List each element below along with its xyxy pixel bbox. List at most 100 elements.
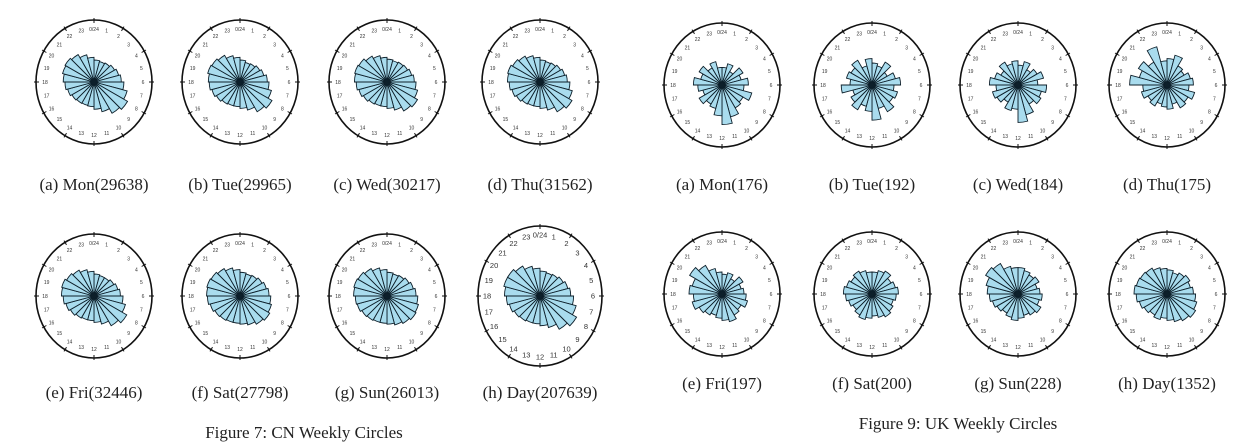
hour-label: 19 <box>1117 69 1123 75</box>
rose-wedge <box>87 56 95 83</box>
hour-tick <box>267 346 271 352</box>
hour-label: 4 <box>1059 56 1062 62</box>
hour-label: 21 <box>981 45 987 51</box>
rose-wedge <box>1160 60 1168 86</box>
hour-label: 12 <box>1164 345 1170 351</box>
hour-label: 8 <box>763 318 766 324</box>
rose-wedge <box>1145 267 1168 295</box>
hour-tick <box>41 263 47 267</box>
hour-label: 12 <box>237 347 243 353</box>
hour-label: 4 <box>763 265 766 271</box>
hour-tick <box>334 111 340 115</box>
hour-tick <box>1214 114 1220 118</box>
hour-label: 22 <box>360 34 366 40</box>
center-dot <box>1164 291 1170 297</box>
hour-tick <box>1136 238 1140 244</box>
hour-label: 0/24 <box>382 27 392 33</box>
rose-wedge <box>1166 77 1194 86</box>
rose-wedge <box>363 267 388 297</box>
hour-label: 20 <box>49 267 55 273</box>
hour-label: 8 <box>1208 318 1211 324</box>
rose-wedge <box>1166 293 1175 321</box>
hour-label: 14 <box>845 338 851 344</box>
rose-wedge <box>386 81 419 108</box>
hour-tick <box>987 238 991 244</box>
hour-label: 10 <box>562 126 568 132</box>
center-dot <box>537 79 543 85</box>
hour-label: 19 <box>968 278 974 284</box>
hour-tick <box>919 261 925 265</box>
rose-chart: 0/24 123456789101112131415161718192021222… <box>327 18 447 146</box>
hour-label: 20 <box>490 261 498 270</box>
rose-wedge <box>1010 267 1019 295</box>
rose-wedge <box>93 295 102 323</box>
hour-label: 7 <box>918 96 921 102</box>
hour-label: 18 <box>820 83 826 89</box>
hour-label: 2 <box>117 34 120 40</box>
hour-tick <box>965 52 971 56</box>
hour-tick <box>669 323 675 327</box>
hour-label: 5 <box>140 66 143 72</box>
hour-label: 3 <box>420 256 423 262</box>
hour-label: 15 <box>498 335 506 344</box>
rose-wedge <box>864 58 873 86</box>
hour-label: 22 <box>213 248 219 254</box>
hour-label: 17 <box>1117 305 1123 311</box>
hour-tick <box>1045 135 1049 141</box>
hour-label: 16 <box>1122 318 1128 324</box>
hour-label: 22 <box>991 37 997 43</box>
hour-label: 3 <box>1200 45 1203 51</box>
rose-panel-uk-3: 0/24 1 2 3 4 5 6 7 8 9 10 11 12 13 14 15 16 17 18 19 20 21 22 2… <box>950 13 1086 157</box>
rose-chart: 0/24 123456789101112131415161718192021222… <box>958 21 1078 149</box>
hour-tick <box>1045 29 1049 35</box>
hour-label: 22 <box>845 246 851 252</box>
hour-label: 4 <box>135 267 138 273</box>
hour-label: 15 <box>835 120 841 126</box>
panel-caption: (c) Wed(184) <box>972 175 1064 194</box>
hour-label: 16 <box>973 318 979 324</box>
hour-label: 10 <box>894 338 900 344</box>
hour-label: 11 <box>397 345 402 351</box>
hour-label: 7 <box>433 307 436 313</box>
hour-label: 18 <box>188 80 194 86</box>
hour-label: 23 <box>1003 241 1009 247</box>
hour-tick <box>434 111 440 115</box>
hour-label: 17 <box>968 305 974 311</box>
hour-label: 11 <box>397 131 402 137</box>
hour-label: 18 <box>1115 83 1121 89</box>
hour-tick <box>567 26 571 32</box>
rose-wedge <box>524 265 541 297</box>
hour-tick <box>414 240 418 246</box>
hour-label: 19 <box>822 278 828 284</box>
rose-chart: 0/24 123456789101112131415161718192021222… <box>34 18 154 146</box>
rose-panel-cn-3: 0/24 1 2 3 4 5 6 7 8 9 10 11 12 13 14 15 16 17 18 19 20 21 22 2… <box>319 10 455 154</box>
hour-label: 12 <box>1164 136 1170 142</box>
rose-wedge <box>871 286 899 295</box>
hour-tick <box>669 261 675 265</box>
rose-wedge <box>865 271 873 295</box>
hour-tick <box>121 26 125 32</box>
hour-label: 7 <box>1064 305 1067 311</box>
hour-tick <box>1065 261 1071 265</box>
rose-wedge <box>871 61 892 86</box>
hour-label: 19 <box>822 69 828 75</box>
hour-tick <box>187 325 193 329</box>
rose-wedge <box>1166 293 1182 323</box>
rose-wedge <box>93 81 102 110</box>
hour-label: 18 <box>670 83 676 89</box>
hour-label: 5 <box>1213 278 1216 284</box>
rose-wedge <box>518 55 541 83</box>
hour-label: 11 <box>1177 343 1182 349</box>
hour-label: 17 <box>822 305 828 311</box>
hour-label: 13 <box>707 343 713 349</box>
center-dot <box>869 82 875 88</box>
hour-label: 13 <box>525 131 531 137</box>
hour-label: 23 <box>1152 241 1158 247</box>
hour-label: 3 <box>755 45 758 51</box>
hour-label: 17 <box>190 93 196 99</box>
hour-tick <box>590 329 596 333</box>
hour-label: 1 <box>105 243 108 249</box>
rose-wedge <box>721 293 730 321</box>
center-dot <box>384 79 390 85</box>
rose-wedge <box>1017 276 1040 295</box>
